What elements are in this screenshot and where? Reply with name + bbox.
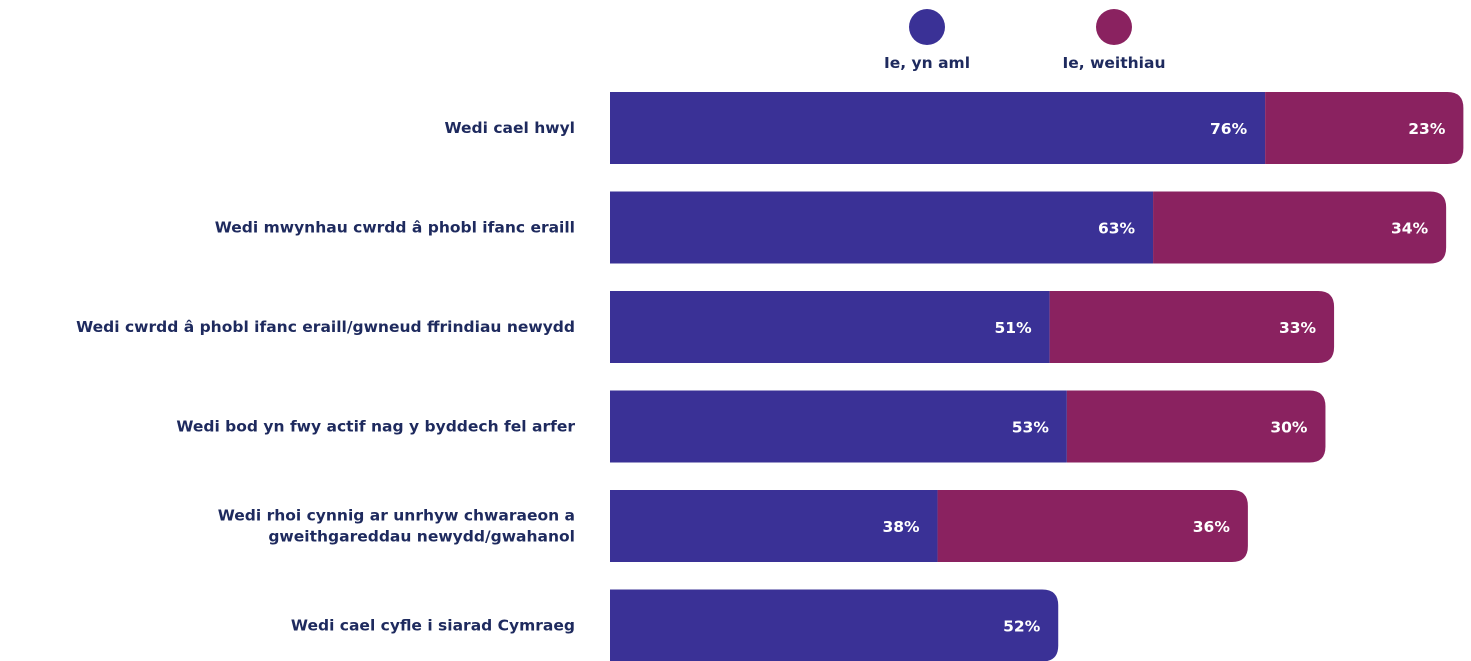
data-label: 36% — [1193, 518, 1231, 536]
data-label: 33% — [1279, 319, 1317, 337]
data-label: 51% — [995, 319, 1033, 337]
category-label: Wedi cael hwyl — [444, 119, 575, 137]
bar-segment — [1066, 390, 1326, 463]
bar-segment — [610, 390, 1067, 463]
category-label: Wedi rhoi cynnig ar unrhyw chwaraeon a — [218, 507, 575, 525]
bar-segment — [610, 191, 1154, 264]
data-label: 23% — [1408, 120, 1446, 138]
category-label: Wedi bod yn fwy actif nag y byddech fel … — [176, 418, 575, 436]
legend-item: Ie, yn aml — [884, 9, 970, 72]
category-label: Wedi mwynhau cwrdd â phobl ifanc eraill — [215, 219, 575, 237]
data-label: 38% — [882, 518, 920, 536]
data-label: 63% — [1098, 220, 1136, 238]
data-label: 76% — [1210, 120, 1248, 138]
legend-swatch — [909, 9, 945, 45]
data-label: 52% — [1003, 618, 1041, 636]
legend-label: Ie, yn aml — [884, 54, 970, 72]
bar-segment — [610, 291, 1050, 363]
bar-segment — [1153, 191, 1447, 264]
bar-segment — [610, 589, 1059, 661]
category-label: gweithgareddau newydd/gwahanol — [268, 528, 575, 546]
legend-swatch — [1096, 9, 1132, 45]
category-label: Wedi cwrdd â phobl ifanc eraill/gwneud f… — [76, 318, 575, 336]
legend-label: Ie, weithiau — [1063, 54, 1166, 72]
bar-segment — [1049, 291, 1335, 363]
category-label: Wedi cael cyfle i siarad Cymraeg — [291, 617, 575, 635]
data-label: 53% — [1012, 419, 1050, 437]
data-label: 30% — [1270, 419, 1308, 437]
bar-segment — [1265, 92, 1464, 164]
bar-segment — [937, 490, 1248, 562]
legend-item: Ie, weithiau — [1063, 9, 1166, 72]
data-label: 34% — [1391, 220, 1429, 238]
bar-segment — [610, 490, 938, 562]
bar-segment — [610, 92, 1266, 164]
